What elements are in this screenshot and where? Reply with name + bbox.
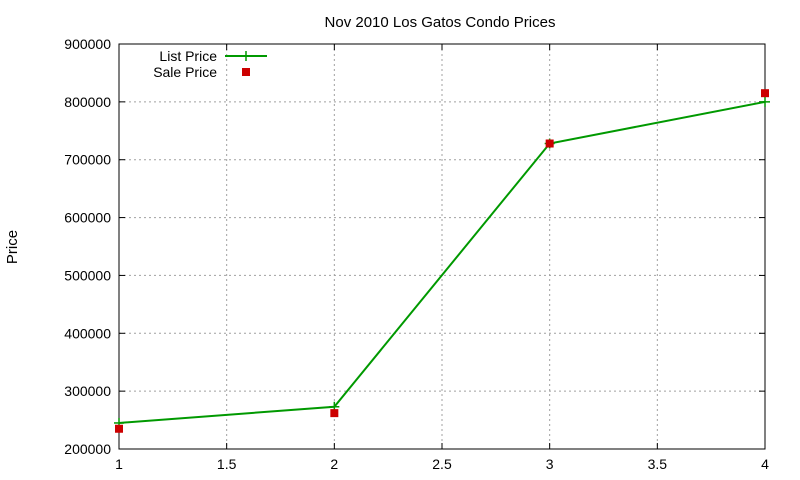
y-tick-label: 900000 bbox=[64, 36, 111, 52]
y-tick-label: 700000 bbox=[64, 152, 111, 168]
x-tick-label: 3.5 bbox=[648, 456, 668, 472]
data-point bbox=[761, 89, 769, 98]
x-tick-label: 1 bbox=[115, 456, 123, 472]
series-layer bbox=[114, 89, 770, 433]
x-tick-label: 2.5 bbox=[432, 456, 452, 472]
series-sale-price bbox=[115, 89, 769, 433]
y-tick-label: 400000 bbox=[64, 325, 111, 341]
x-tick-label: 3 bbox=[546, 456, 554, 472]
axis-ticks: 1 1.5 2 2.5 3 3.5 4 200000 300000 400000 500000 600… bbox=[64, 36, 769, 472]
data-point bbox=[545, 139, 554, 148]
legend-sample-sale-price bbox=[242, 68, 250, 76]
grid bbox=[119, 44, 765, 449]
x-tick-label: 1.5 bbox=[217, 456, 237, 472]
x-tick-label: 4 bbox=[761, 456, 769, 472]
x-tick-label: 2 bbox=[330, 456, 338, 472]
series-list-price bbox=[114, 96, 770, 428]
y-tick-label: 600000 bbox=[64, 210, 111, 226]
data-point bbox=[330, 409, 339, 418]
legend-label-list-price: List Price bbox=[159, 48, 217, 64]
data-point bbox=[760, 96, 770, 107]
y-tick-label: 200000 bbox=[64, 441, 111, 457]
chart-title: Nov 2010 Los Gatos Condo Prices bbox=[325, 14, 556, 31]
legend-marker bbox=[241, 51, 251, 61]
legend-marker bbox=[242, 68, 250, 76]
series-line bbox=[118, 100, 766, 424]
legend-sample-list-price bbox=[225, 51, 267, 61]
y-tick-label: 500000 bbox=[64, 267, 111, 283]
data-point bbox=[115, 424, 123, 433]
y-axis-label: Price bbox=[4, 230, 21, 264]
legend: List Price Sale Price bbox=[153, 48, 267, 80]
y-tick-label: 300000 bbox=[64, 383, 111, 399]
y-tick-label: 800000 bbox=[64, 94, 111, 110]
legend-label-sale-price: Sale Price bbox=[153, 64, 217, 80]
